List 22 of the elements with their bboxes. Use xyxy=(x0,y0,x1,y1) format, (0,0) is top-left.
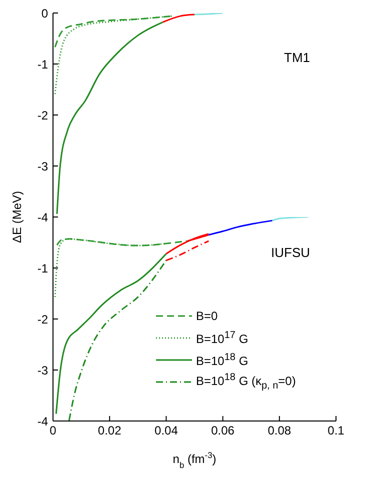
legend-label: B=0 xyxy=(196,309,218,323)
x-tick-label: 0.02 xyxy=(98,424,122,438)
annotation: IUFSU xyxy=(271,245,310,260)
y-axis-title: ΔE (MeV) xyxy=(10,190,24,244)
y-tick-label: -2 xyxy=(37,108,48,122)
y-tick-label: -3 xyxy=(37,159,48,174)
legend-label: B=10$^{17}$ G xyxy=(196,330,248,346)
y-tick-label: -1 xyxy=(37,261,48,276)
legend-label: B=10$^{18}$ G (κ$_{p, n}$=0) xyxy=(196,372,296,392)
x-axis-title: n$_{b}$ (fm$^{-3}$) xyxy=(172,450,216,470)
y-tick-label: -4 xyxy=(37,414,48,428)
y-tick-label: -2 xyxy=(37,312,48,326)
y-tick-label: 0 xyxy=(41,6,48,20)
y-tick-label: -4 xyxy=(37,210,48,224)
y-tick-label: -1 xyxy=(37,57,48,72)
x-tick-label: 0.04 xyxy=(154,424,178,438)
x-tick-label: 0.08 xyxy=(268,424,292,438)
x-tick-label: 0.06 xyxy=(211,424,235,438)
y-tick-label: -3 xyxy=(37,363,48,378)
x-tick-label: 0.1 xyxy=(328,424,345,438)
annotation: TM1 xyxy=(284,50,310,65)
legend-label: B=10$^{18}$ G xyxy=(196,352,248,368)
